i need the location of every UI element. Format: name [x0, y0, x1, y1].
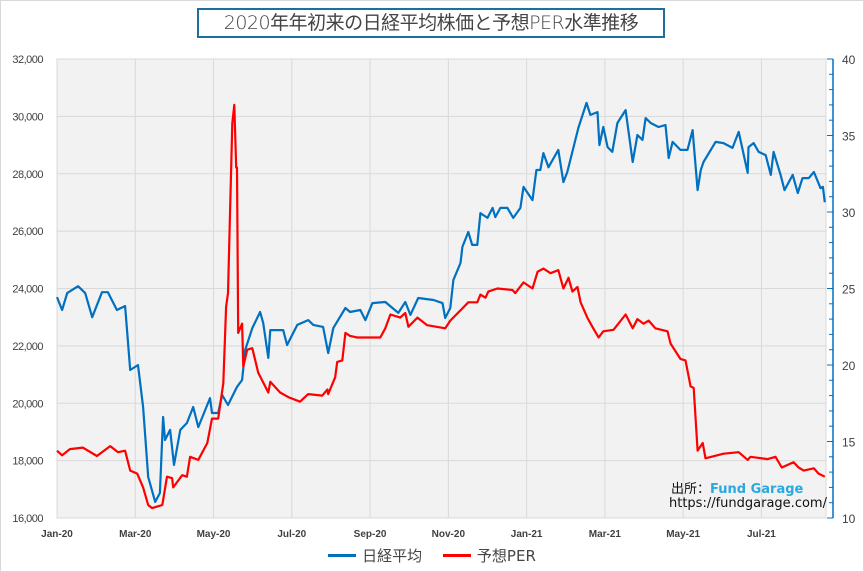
legend: 日経平均 予想PER: [0, 543, 864, 566]
legend-label: 予想PER: [476, 547, 536, 565]
x-axis-tick-label: Jul-20: [277, 529, 306, 540]
source-url: https://fundgarage.com/: [669, 496, 827, 511]
left-axis-tick-label: 26,000: [12, 226, 43, 238]
x-axis-tick-label: Sep-20: [354, 529, 387, 540]
left-axis-tick-label: 24,000: [12, 284, 43, 296]
right-axis-tick-label: 20: [842, 359, 856, 373]
source-note: 出所：Fund Garage: [671, 478, 803, 497]
source-brand: Fund Garage: [710, 482, 804, 497]
legend-item-per: 予想PER: [442, 545, 536, 566]
series-line-nikkei: [55, 101, 826, 503]
x-axis-tick-label: Jan-21: [511, 529, 543, 540]
left-axis-tick-label: 22,000: [12, 341, 43, 353]
x-axis-tick-label: Jul-21: [747, 529, 776, 540]
series-line-per: [56, 103, 826, 510]
chart-title: 2020年年初来の日経平均株価と予想PER水準推移: [197, 8, 665, 38]
right-axis-tick-label: 15: [842, 436, 856, 450]
x-axis-tick-label: Mar-20: [119, 529, 152, 540]
right-axis-tick-label: 40: [842, 53, 856, 67]
legend-label: 日経平均: [362, 547, 423, 565]
left-axis-tick-label: 32,000: [12, 54, 43, 66]
left-axis-tick-label: 16,000: [12, 513, 43, 525]
left-axis-tick-label: 30,000: [12, 111, 43, 123]
legend-item-nikkei: 日経平均: [328, 545, 422, 566]
x-axis-tick-label: Jan-20: [41, 529, 73, 540]
legend-swatch-per: [442, 554, 471, 557]
source-prefix: 出所：: [671, 482, 711, 497]
x-axis-tick-label: Mar-21: [589, 529, 622, 540]
left-axis-tick-label: 28,000: [12, 169, 43, 181]
right-axis-tick-label: 30: [842, 206, 856, 220]
left-axis-tick-label: 20,000: [12, 398, 43, 410]
x-axis-tick-label: May-20: [197, 529, 231, 540]
right-axis-tick-label: 10: [842, 512, 856, 526]
x-axis-tick-label: Nov-20: [432, 529, 466, 540]
left-axis-tick-label: 18,000: [12, 456, 43, 468]
legend-swatch-nikkei: [328, 554, 357, 557]
right-axis-tick-label: 35: [842, 130, 856, 144]
x-axis-tick-label: May-21: [666, 529, 700, 540]
right-axis-tick-label: 25: [842, 283, 856, 297]
